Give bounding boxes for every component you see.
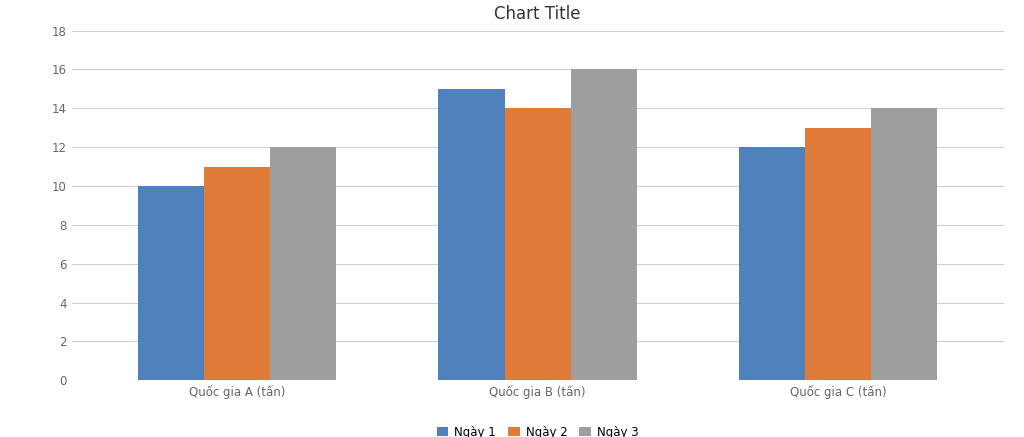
Bar [438,89,505,380]
Bar [204,166,270,380]
Title: Chart Title: Chart Title [495,6,581,24]
Bar [805,128,871,380]
Bar [138,186,204,380]
Bar [505,108,570,380]
Bar [570,69,637,380]
Legend: Ngày 1, Ngày 2, Ngày 3: Ngày 1, Ngày 2, Ngày 3 [432,421,643,437]
Bar [270,147,336,380]
Bar [871,108,937,380]
Bar [739,147,805,380]
